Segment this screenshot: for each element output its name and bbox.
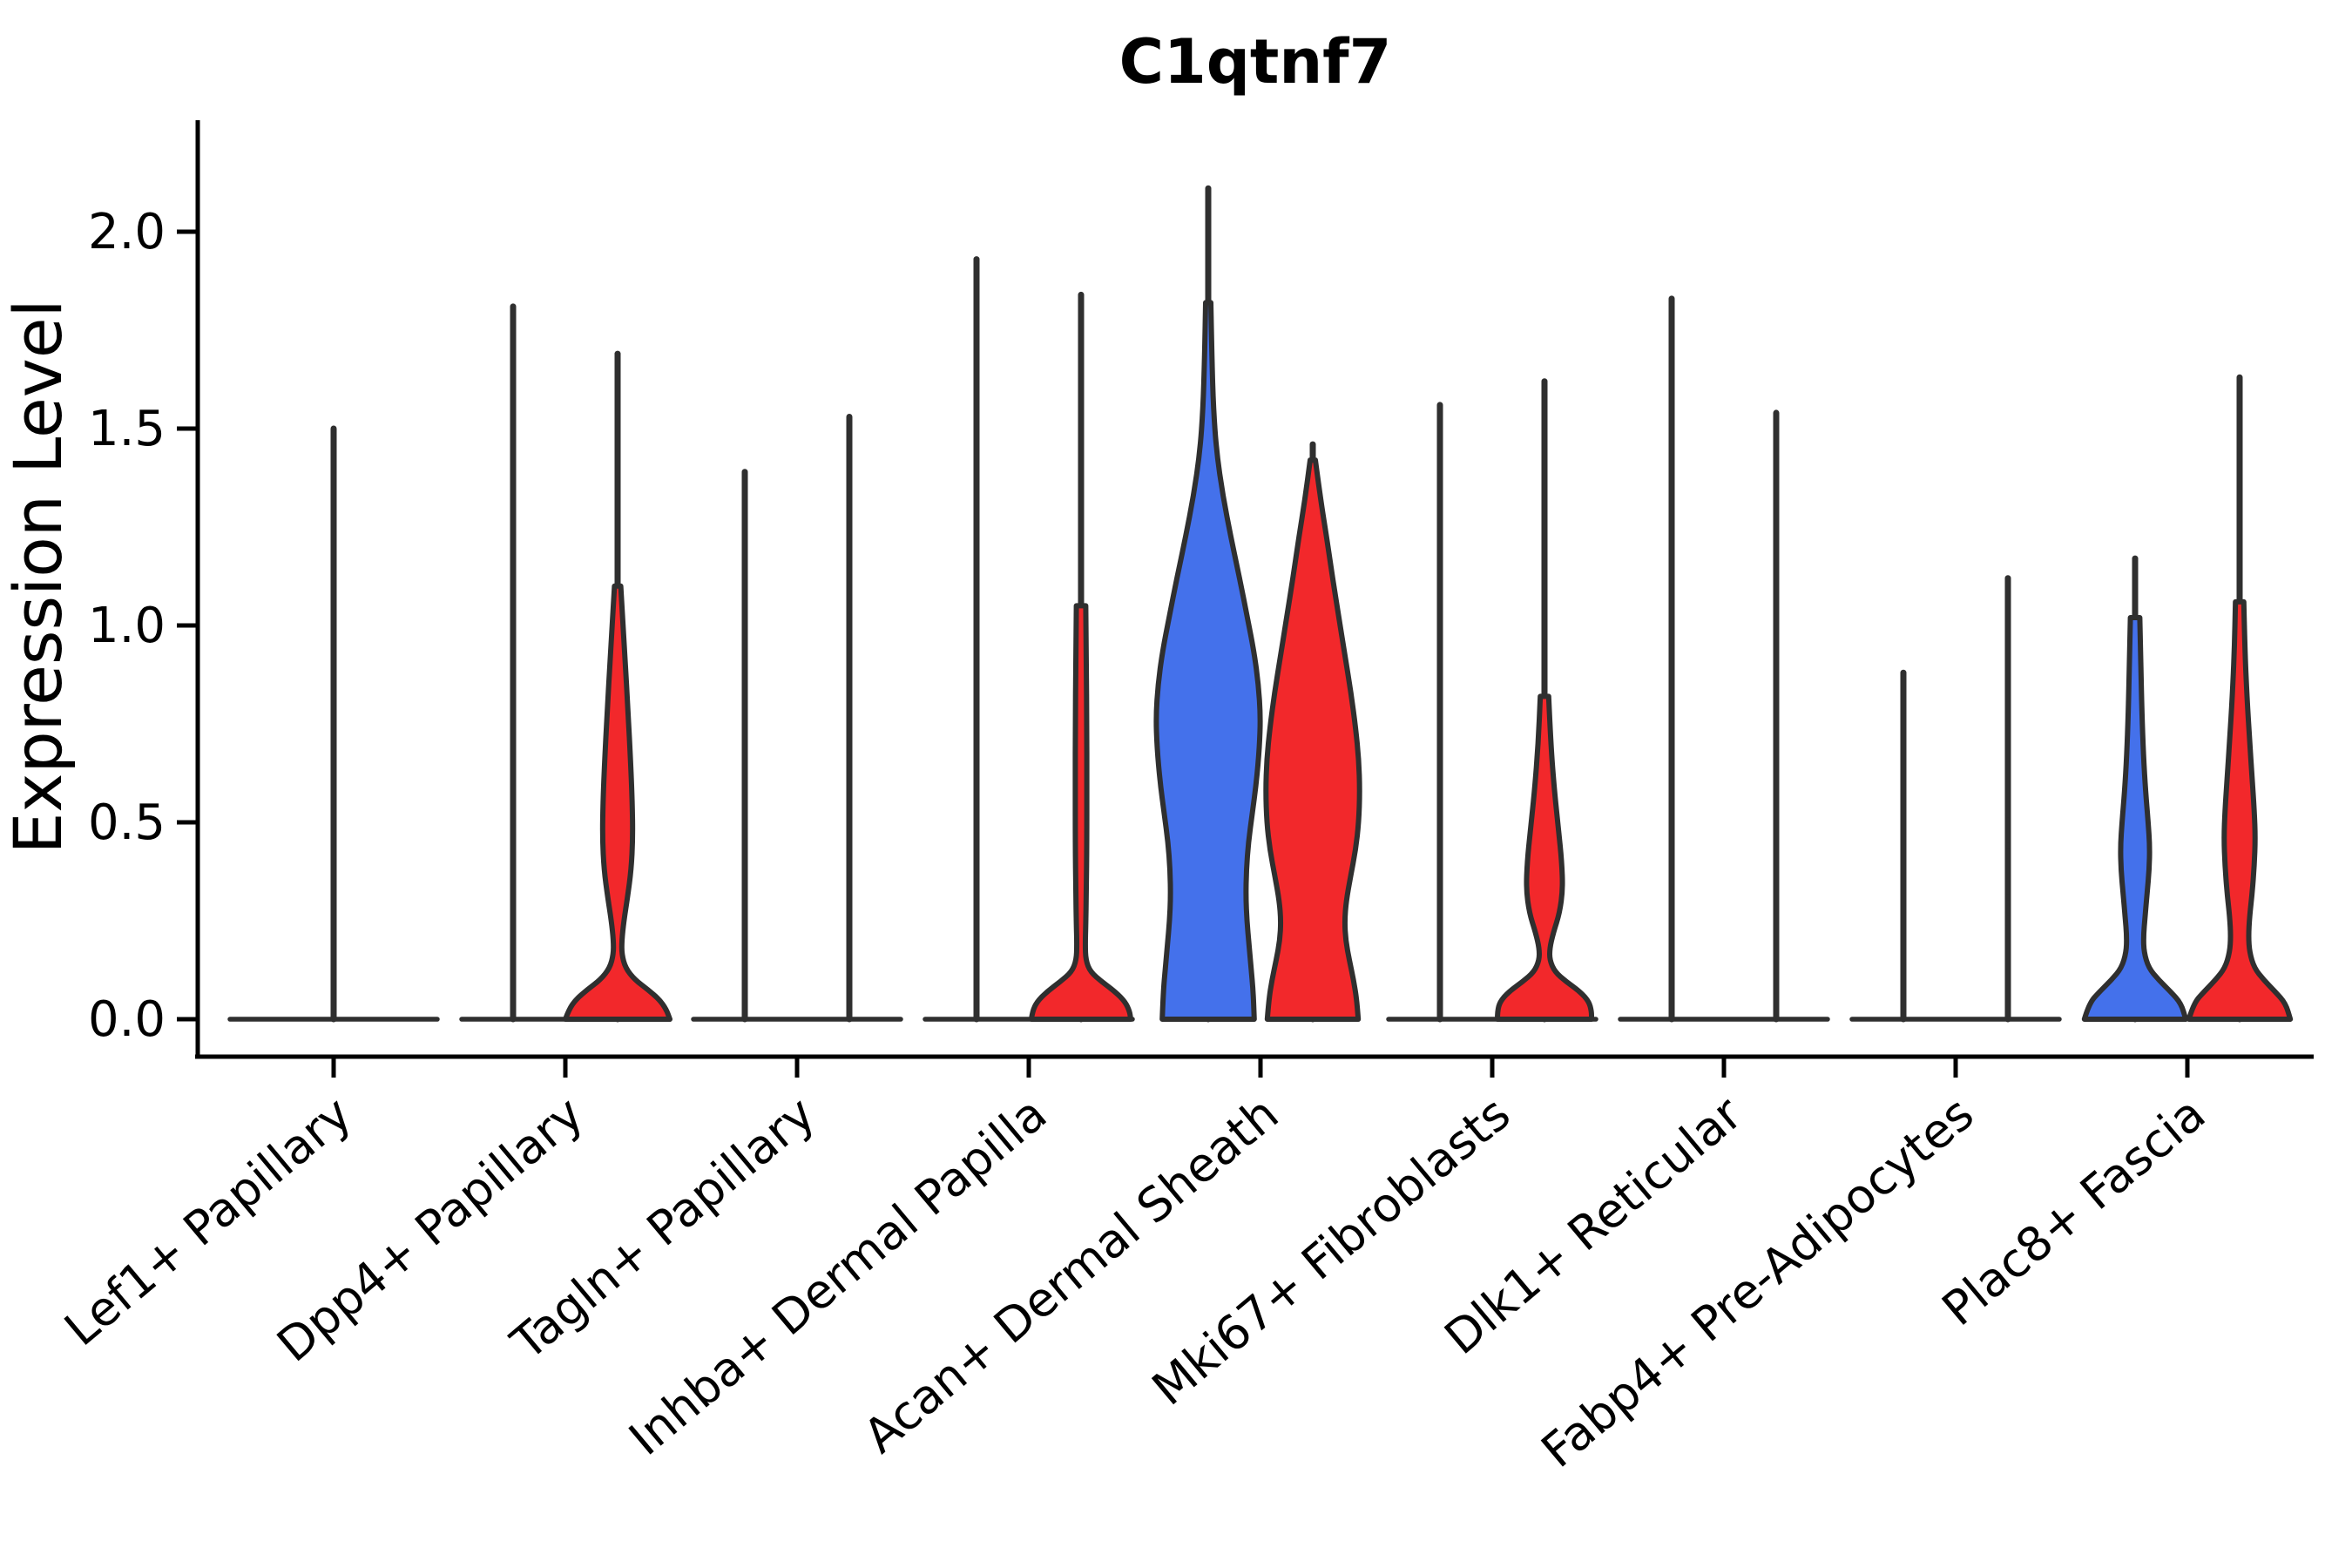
violin-group-8 — [1849, 575, 2062, 1023]
chart-title: C1qtnf7 — [1119, 26, 1392, 98]
violin-body-red — [1263, 457, 1362, 1022]
outlier-point — [2004, 925, 2011, 932]
violin-group-3 — [691, 413, 903, 1023]
violin-group-5 — [1153, 185, 1362, 1023]
outlier-point — [2004, 811, 2011, 818]
violin-group-1 — [227, 425, 440, 1023]
violin-body-red — [2186, 598, 2294, 1022]
outlier-point — [2004, 842, 2011, 849]
violin-layer — [227, 185, 2294, 1023]
outlier-point — [2004, 894, 2011, 901]
violin-body-red — [1495, 693, 1594, 1022]
y-tick-label: 2.0 — [88, 204, 166, 260]
violin-body-blue — [2081, 615, 2189, 1022]
violin-body-red — [563, 583, 672, 1022]
violin-group-9 — [2081, 374, 2294, 1023]
y-tick-label: 1.0 — [88, 598, 166, 654]
y-tick-label: 1.5 — [88, 401, 166, 457]
violin-group-4 — [923, 256, 1135, 1023]
outlier-point — [2004, 909, 2011, 916]
y-axis-label: Expression Level — [0, 299, 77, 854]
violin-body-blue — [1153, 300, 1263, 1022]
y-tick-label: 0.0 — [88, 991, 166, 1048]
violin-group-7 — [1618, 295, 1830, 1023]
axes-layer — [177, 120, 2314, 1078]
violin-body-red — [1029, 603, 1133, 1022]
violin-group-2 — [459, 303, 672, 1023]
violin-group-6 — [1386, 378, 1598, 1023]
y-tick-label: 0.5 — [88, 794, 166, 851]
